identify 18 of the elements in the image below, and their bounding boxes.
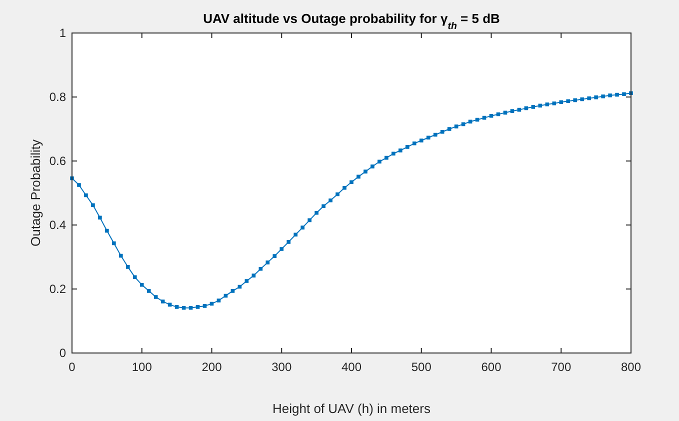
chart-title: UAV altitude vs Outage probability for γ$_{th}$ = 5 dB <box>203 11 500 32</box>
x-tick-label: 400 <box>341 360 362 374</box>
x-tick-label: 800 <box>620 360 642 374</box>
y-tick-label: 0.2 <box>49 282 66 296</box>
x-tick-label: 600 <box>481 360 502 374</box>
x-axis-title: Height of UAV (h) in meters <box>272 401 431 416</box>
x-tick-label: 300 <box>272 360 292 374</box>
x-tick-label: 500 <box>411 360 432 374</box>
y-tick-label: 0.6 <box>49 154 66 168</box>
y-tick-label: 1 <box>59 26 66 40</box>
x-tick-label: 200 <box>202 360 222 374</box>
y-axis-title: Outage Probability <box>28 139 43 246</box>
y-tick-label: 0 <box>59 346 66 360</box>
x-tick-label: 0 <box>68 360 76 374</box>
x-tick-label: 100 <box>132 360 152 374</box>
x-tick-label: 700 <box>551 360 572 374</box>
y-tick-label: 0.4 <box>49 218 66 232</box>
y-tick-label: 0.8 <box>49 90 66 104</box>
